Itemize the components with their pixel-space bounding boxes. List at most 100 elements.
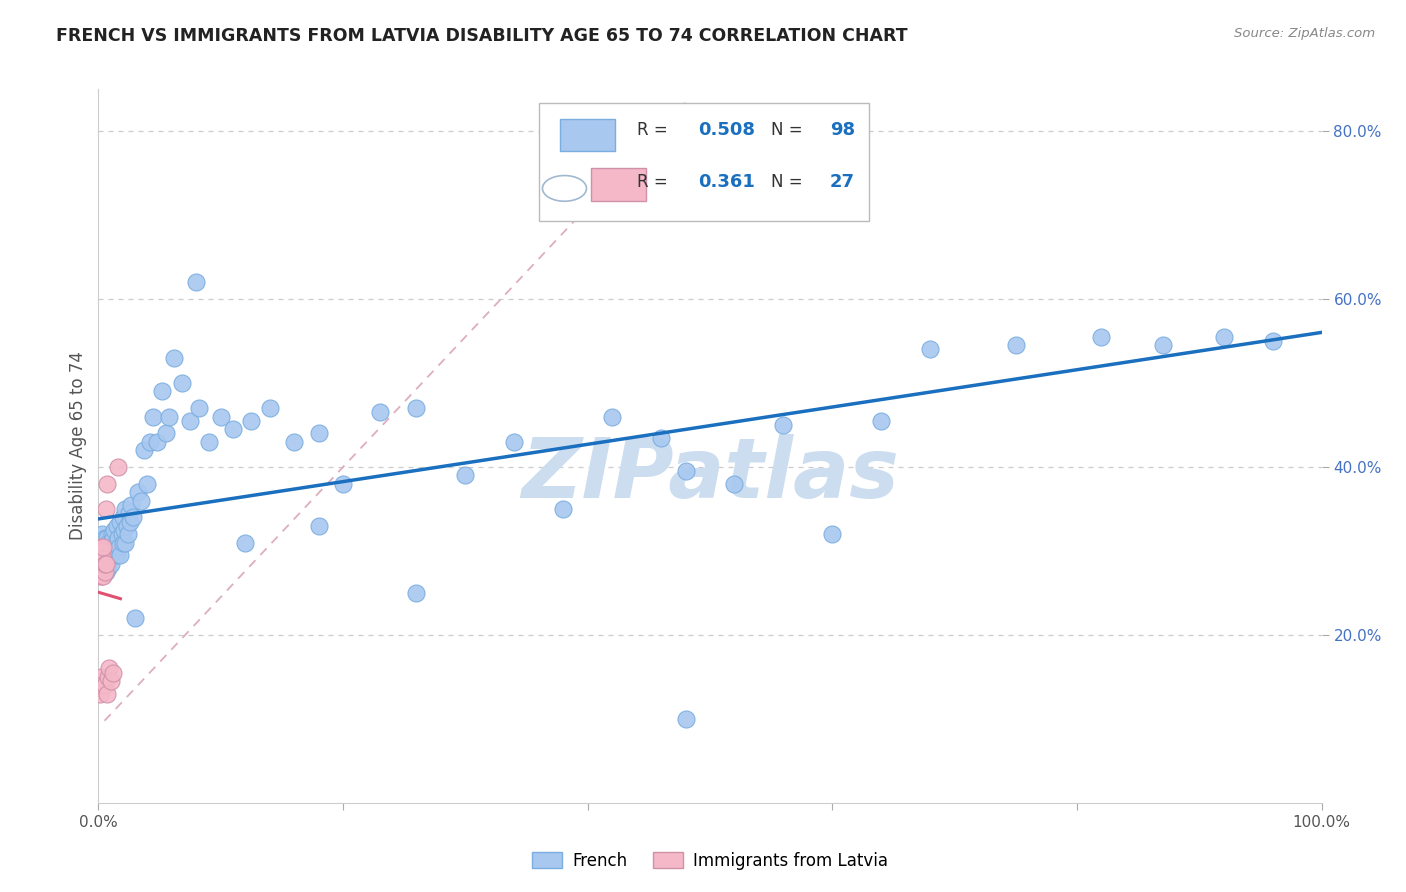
Point <box>91 535 114 549</box>
Point <box>1261 334 1284 348</box>
Point <box>91 565 114 579</box>
Point <box>103 540 125 554</box>
Point <box>110 515 132 529</box>
Point <box>96 557 118 571</box>
Point <box>107 460 129 475</box>
Point <box>101 532 124 546</box>
Point <box>772 417 794 432</box>
Point <box>89 569 111 583</box>
Point <box>90 557 112 571</box>
Point <box>503 434 526 449</box>
Point <box>118 506 141 520</box>
Point <box>675 712 697 726</box>
Point <box>332 476 354 491</box>
Point <box>870 414 893 428</box>
Text: 98: 98 <box>830 121 855 139</box>
Point <box>650 431 672 445</box>
Point <box>170 376 193 390</box>
Point <box>98 540 121 554</box>
Point <box>89 687 111 701</box>
Point <box>197 434 219 449</box>
Point <box>187 401 209 416</box>
Point <box>93 544 115 558</box>
Point <box>89 552 111 566</box>
Point <box>101 527 124 541</box>
Point <box>209 409 232 424</box>
Point <box>98 552 121 566</box>
Point <box>405 401 427 416</box>
Point <box>723 476 745 491</box>
Point <box>89 552 111 566</box>
Text: R =: R = <box>637 173 668 191</box>
Y-axis label: Disability Age 65 to 74: Disability Age 65 to 74 <box>69 351 87 541</box>
Point <box>821 527 844 541</box>
Point <box>97 548 120 562</box>
Text: Source: ZipAtlas.com: Source: ZipAtlas.com <box>1234 27 1375 40</box>
Point <box>104 535 127 549</box>
Point <box>98 661 121 675</box>
Point <box>124 611 146 625</box>
Point <box>920 343 942 357</box>
Text: 0.508: 0.508 <box>697 121 755 139</box>
Point <box>94 557 117 571</box>
Point <box>308 426 330 441</box>
Point <box>101 544 124 558</box>
Point <box>283 434 305 449</box>
Text: 27: 27 <box>830 173 855 191</box>
Point <box>91 569 114 583</box>
Point <box>259 401 281 416</box>
Point <box>93 557 115 571</box>
Point <box>100 674 122 689</box>
Legend: French, Immigrants from Latvia: French, Immigrants from Latvia <box>526 846 894 877</box>
Point <box>91 548 114 562</box>
Point <box>107 532 129 546</box>
Text: FRENCH VS IMMIGRANTS FROM LATVIA DISABILITY AGE 65 TO 74 CORRELATION CHART: FRENCH VS IMMIGRANTS FROM LATVIA DISABIL… <box>56 27 908 45</box>
Point <box>308 518 330 533</box>
Point <box>93 678 115 692</box>
Point <box>111 510 134 524</box>
Point <box>96 532 118 546</box>
Point <box>150 384 173 399</box>
Text: 0.361: 0.361 <box>697 173 755 191</box>
Point <box>91 540 114 554</box>
Point <box>233 535 256 549</box>
Point <box>1152 338 1174 352</box>
Point <box>186 275 208 289</box>
Point <box>155 426 177 441</box>
Point <box>94 552 117 566</box>
Point <box>405 586 427 600</box>
Point <box>105 548 128 562</box>
Point <box>110 548 132 562</box>
Point <box>157 409 180 424</box>
Point <box>101 548 124 562</box>
Point <box>675 464 697 478</box>
Text: N =: N = <box>772 173 803 191</box>
Point <box>97 535 120 549</box>
FancyBboxPatch shape <box>538 103 869 221</box>
Point <box>89 540 111 554</box>
Point <box>96 544 118 558</box>
Point <box>108 540 131 554</box>
Point <box>112 523 135 537</box>
Point <box>132 443 155 458</box>
Point <box>146 434 169 449</box>
Point <box>105 518 128 533</box>
Point <box>120 515 142 529</box>
Point <box>115 518 138 533</box>
Point <box>142 409 165 424</box>
Point <box>90 565 112 579</box>
Point <box>114 535 136 549</box>
Point <box>90 557 112 571</box>
Point <box>91 560 114 574</box>
Point <box>90 670 112 684</box>
Point <box>129 493 152 508</box>
Point <box>136 476 159 491</box>
Point <box>163 351 186 365</box>
Point <box>1004 338 1026 352</box>
Point <box>94 540 117 554</box>
Point <box>117 527 139 541</box>
Point <box>91 544 114 558</box>
Point <box>101 665 124 680</box>
Circle shape <box>543 176 586 202</box>
Point <box>91 544 114 558</box>
